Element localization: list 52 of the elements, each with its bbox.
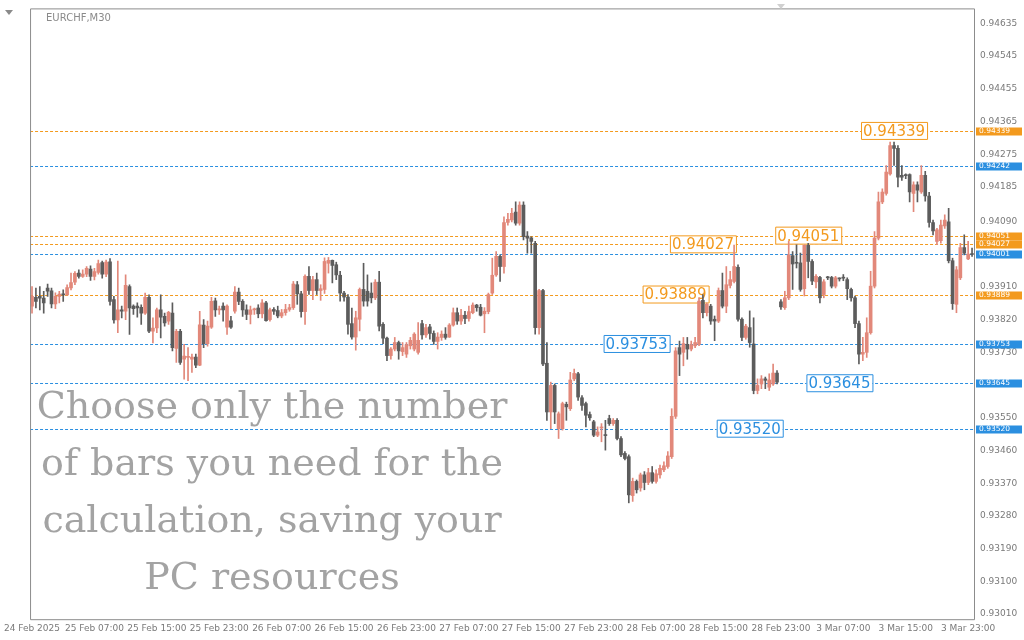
y-tick-label: 0.94275 [980,148,1018,159]
candlestick [41,290,46,314]
x-tick-label: 3 Mar 07:00 [816,622,871,633]
y-tick-label: 0.93370 [980,477,1018,488]
candlestick [763,376,768,390]
y-tick-label: 0.93010 [980,608,1018,619]
x-tick-label: 25 Feb 15:00 [127,622,187,633]
y-tick-label: 0.93550 [980,412,1018,423]
annotation: 0.93645 [808,374,871,393]
y-tick-label: 0.93190 [980,543,1018,554]
x-tick-label: 25 Feb 07:00 [64,622,125,633]
x-tick-label: 28 Feb 15:00 [688,622,749,633]
x-tick-label: 24 Feb 2025 [4,622,61,633]
x-tick-label: 26 Feb 07:00 [252,622,312,633]
candlestick [186,347,190,382]
candlestick [182,344,186,380]
y-tick-label: 0.94365 [980,115,1018,126]
annotation: 0.93520 [718,419,781,438]
x-tick-label: 27 Feb 23:00 [564,622,624,633]
y-tick-label: 0.94635 [980,17,1018,28]
candlestick [685,337,690,360]
y-tick-label: 0.94090 [980,215,1018,226]
y-tick-label: 0.94185 [980,181,1018,192]
y-tick-label: 0.93460 [980,444,1018,455]
annotation: 0.93889 [644,285,707,304]
x-tick-label: 26 Feb 23:00 [376,622,437,633]
y-tick-label: 0.93910 [980,281,1018,292]
y-tick-label: 0.93730 [980,346,1018,357]
annotation: 0.93753 [605,334,668,353]
x-tick-label: 28 Feb 23:00 [751,622,811,633]
y-tick-label: 0.94545 [980,50,1018,61]
candlestick [966,241,970,260]
x-tick-label: 3 Mar 23:00 [940,622,996,633]
y-tick-label: 0.93820 [980,313,1018,324]
candlestick [970,247,974,257]
annotation: Choose only the number of bars you need for the calculation, saving your PC resources [36,382,509,598]
annotation: 0.94027 [671,235,734,254]
x-tick-label: 27 Feb 07:00 [439,622,499,633]
x-tick-label: 25 Feb 23:00 [189,622,250,633]
candlestick [119,305,124,319]
chart-title: EURCHF,M30 [46,11,111,23]
x-tick-label: 28 Feb 07:00 [626,622,686,633]
x-tick-label: 26 Feb 15:00 [314,622,374,633]
y-tick-label: 0.93100 [980,575,1018,586]
y-tick-label: 0.93280 [980,510,1018,521]
candlestick [221,302,225,322]
candlestick [217,305,222,315]
annotation: 0.94339 [863,121,926,140]
x-tick-label: 3 Mar 15:00 [878,622,934,633]
x-tick-label: 27 Feb 15:00 [501,622,562,633]
y-tick-label: 0.94455 [980,83,1018,94]
annotation: 0.94051 [777,226,840,245]
